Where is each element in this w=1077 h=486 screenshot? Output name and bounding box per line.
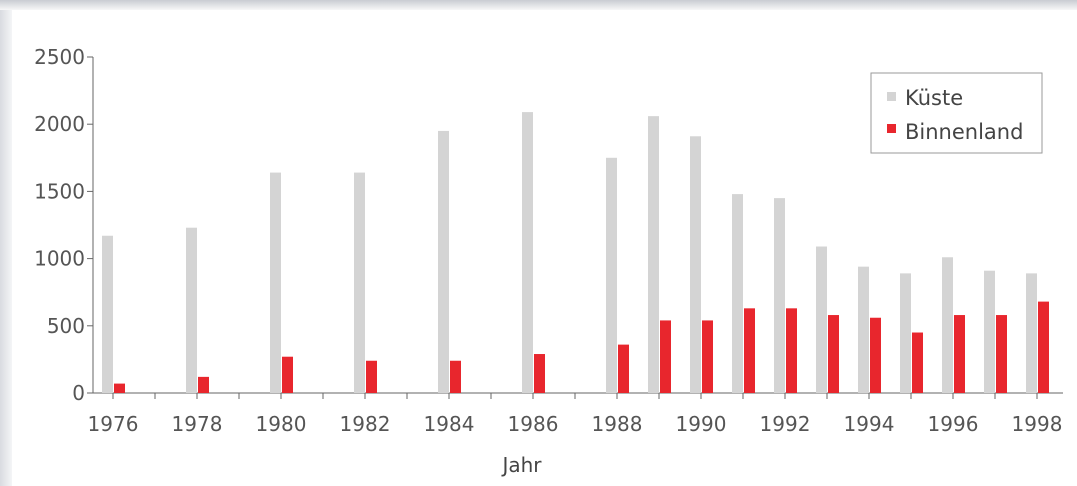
x-tick-label: 1986 xyxy=(508,412,559,436)
x-tick-label: 1994 xyxy=(844,412,895,436)
bar-binnenland-1988 xyxy=(618,344,629,393)
bar-kueste-1996 xyxy=(942,257,953,393)
x-axis: 1976 1978 1980 1982 1984 1986 1988 1990 1992 1994… xyxy=(88,392,1063,436)
x-tick-label: 1992 xyxy=(760,412,811,436)
bar-binnenland-1996 xyxy=(954,315,965,393)
y-tick-label: 1000 xyxy=(34,247,85,271)
bar-binnenland-1997 xyxy=(996,315,1007,393)
x-tick-label: 1984 xyxy=(424,412,475,436)
bar-kueste-1995 xyxy=(900,273,911,393)
x-tick-label: 1998 xyxy=(1012,412,1063,436)
bar-binnenland-1995 xyxy=(912,332,923,393)
legend-label-kueste: Küste xyxy=(905,86,963,110)
x-tick-label: 1982 xyxy=(340,412,391,436)
y-tick-label: 2500 xyxy=(34,45,85,69)
bars xyxy=(102,112,1049,394)
y-axis: 0 500 1000 1500 2000 2500 xyxy=(34,45,94,405)
x-tick-label: 1978 xyxy=(172,412,223,436)
bar-kueste-1980 xyxy=(270,172,281,393)
bar-binnenland-1993 xyxy=(828,315,839,393)
bar-kueste-1991 xyxy=(732,194,743,393)
legend-box xyxy=(870,72,1043,154)
y-tick-label: 2000 xyxy=(34,112,85,136)
bar-binnenland-1984 xyxy=(450,360,461,393)
y-tick-label: 500 xyxy=(47,314,85,338)
bar-binnenland-1992 xyxy=(786,308,797,393)
bar-kueste-1976 xyxy=(102,235,113,393)
bar-binnenland-1994 xyxy=(870,317,881,393)
bar-binnenland-1986 xyxy=(534,354,545,393)
bar-binnenland-1991 xyxy=(744,308,755,393)
x-tick-label: 1988 xyxy=(592,412,643,436)
legend-label-binnenland: Binnenland xyxy=(905,120,1023,144)
bar-kueste-1982 xyxy=(354,172,365,393)
bar-kueste-1990 xyxy=(690,136,701,393)
x-tick-label: 1980 xyxy=(256,412,307,436)
bar-binnenland-1998 xyxy=(1038,301,1049,393)
x-tick-label: 1990 xyxy=(676,412,727,436)
x-tick-label: 1996 xyxy=(928,412,979,436)
page-edge-shadow-top xyxy=(0,0,1077,10)
bar-kueste-1998 xyxy=(1026,273,1037,393)
bar-kueste-1993 xyxy=(816,246,827,393)
bar-binnenland-1982 xyxy=(366,360,377,393)
bar-kueste-1986 xyxy=(522,112,533,393)
bar-kueste-1997 xyxy=(984,270,995,393)
legend-swatch-kueste xyxy=(887,92,896,101)
bar-binnenland-1990 xyxy=(702,320,713,393)
y-tick-label: 0 xyxy=(72,381,85,405)
legend: Küste Binnenland xyxy=(870,72,1043,154)
bar-kueste-1992 xyxy=(774,198,785,393)
bar-binnenland-1976 xyxy=(114,383,125,393)
bar-kueste-1978 xyxy=(186,227,197,393)
bar-binnenland-1978 xyxy=(198,376,209,393)
bar-kueste-1988 xyxy=(606,157,617,393)
x-tick-label: 1976 xyxy=(88,412,139,436)
bar-kueste-1989 xyxy=(648,116,659,394)
x-axis-title: Jahr xyxy=(500,453,542,477)
legend-swatch-binnenland xyxy=(887,124,896,133)
page-edge-shadow-left xyxy=(0,0,12,486)
bar-binnenland-1989 xyxy=(660,320,671,393)
bar-binnenland-1980 xyxy=(282,356,293,393)
y-tick-label: 1500 xyxy=(34,179,85,203)
bar-kueste-1984 xyxy=(438,130,449,394)
bar-kueste-1994 xyxy=(858,266,869,393)
